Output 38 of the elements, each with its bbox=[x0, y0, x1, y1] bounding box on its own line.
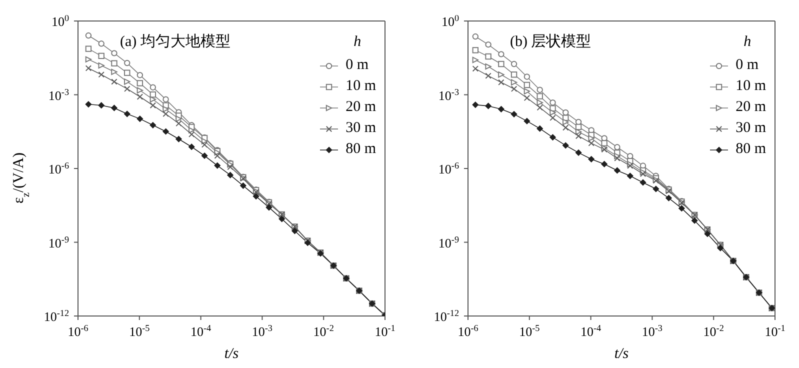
legend-label: 20 m bbox=[736, 99, 766, 116]
y-tick-label: 10$^{-3}$ bbox=[438, 86, 460, 103]
y-tick-label: 10$^{-6}$ bbox=[48, 160, 70, 176]
x-tick-label: 10$^{-1}$ bbox=[764, 323, 786, 339]
y-tick-label: 10$^{-12}$ bbox=[434, 308, 460, 324]
x-tick-label: 10$^{-2}$ bbox=[313, 323, 334, 339]
y-tick-label: 10$^{-9}$ bbox=[438, 234, 460, 250]
x-tick-label: 10$^{-4}$ bbox=[580, 323, 602, 339]
x-tick-label: 10$^{-4}$ bbox=[190, 323, 212, 339]
x-tick-label: 10$^{-3}$ bbox=[252, 323, 273, 339]
y-tick-label: 10$^{-12}$ bbox=[44, 308, 70, 324]
text: (b) 层状模型 bbox=[510, 32, 592, 51]
x-tick-label: 10$^{-6}$ bbox=[68, 323, 89, 339]
x-axis-title: t/s bbox=[224, 346, 239, 362]
y-tick-label: 10$^{-9}$ bbox=[48, 234, 70, 250]
x-axis-title: t/s bbox=[614, 346, 629, 362]
legend-label: 0 m bbox=[346, 57, 368, 74]
x-tick-label: 10$^{-3}$ bbox=[642, 323, 663, 339]
x-tick-label: 10$^{-5}$ bbox=[129, 323, 150, 339]
legend-label: 80 m bbox=[736, 141, 766, 158]
legend-label: 10 m bbox=[736, 78, 766, 95]
x-tick-label: 10$^{-2}$ bbox=[703, 323, 724, 339]
y-tick-label: 10$^{-6}$ bbox=[438, 160, 460, 176]
legend-label: 80 m bbox=[346, 141, 376, 158]
x-tick-label: 10$^{-1}$ bbox=[374, 323, 396, 339]
legend-label: 10 m bbox=[346, 78, 376, 95]
y-tick-label: 10$^{0}$ bbox=[51, 13, 70, 29]
legend-label: 20 m bbox=[346, 99, 376, 116]
text: (a) 均匀大地模型 bbox=[120, 32, 230, 51]
legend-label: 30 m bbox=[346, 120, 376, 137]
x-tick-label: 10$^{-5}$ bbox=[519, 323, 540, 339]
x-tick-label: 10$^{-6}$ bbox=[458, 323, 479, 339]
y-tick-label: 10$^{0}$ bbox=[441, 13, 460, 29]
legend-title: h bbox=[744, 34, 752, 51]
legend-label: 0 m bbox=[736, 57, 758, 74]
legend-label: 30 m bbox=[736, 120, 766, 137]
legend-title: h bbox=[354, 34, 362, 51]
y-tick-label: 10$^{-3}$ bbox=[48, 86, 70, 103]
